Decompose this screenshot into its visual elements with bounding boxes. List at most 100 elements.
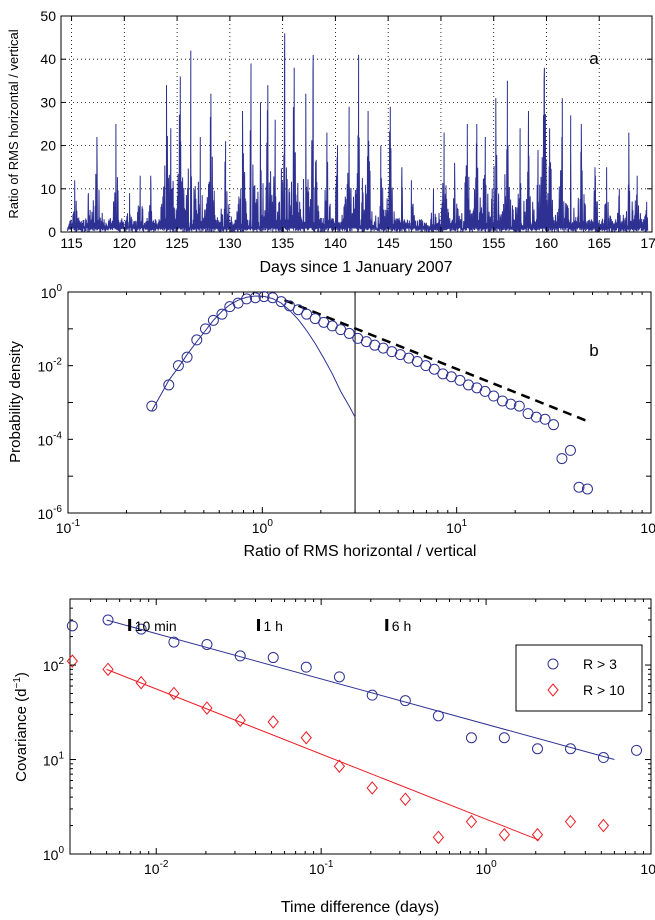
panel-b-y-tick-label: 10-4 xyxy=(38,430,63,448)
panel-c-point-r10 xyxy=(300,730,312,745)
panel-c-legend-box xyxy=(515,644,643,712)
panel-c-point-r10 xyxy=(267,715,279,729)
panel-a-x-tick-label: 120 xyxy=(113,235,137,251)
panel-a-x-tick-label: 140 xyxy=(324,235,348,251)
panel-a-frame xyxy=(60,15,653,233)
panel-a-ticks: 115 120 125 130 135 140 145 150 155 160 165 170 0 10 2… xyxy=(40,8,655,251)
panel-b-point xyxy=(539,413,551,425)
panel-b-x-tick-label: 101 xyxy=(446,518,468,536)
panel-c-ticks: 10-2 10-1 100 101 100 101 102 xyxy=(43,598,655,877)
panel-a-x-tick-label: 125 xyxy=(165,235,189,251)
panel-a-y-tick-label: 0 xyxy=(48,224,56,240)
panel-a-x-tick-label: 160 xyxy=(535,235,559,251)
panel-a-x-tick-label: 170 xyxy=(640,235,655,251)
panel-c-point-r10 xyxy=(102,662,114,677)
panel-c-time-label: 6 h xyxy=(392,618,411,634)
panel-a-y-tick-label: 20 xyxy=(40,138,56,154)
panel-b-point xyxy=(505,398,517,410)
panel-b-point xyxy=(241,293,253,305)
panel-c-point-r3 xyxy=(234,650,246,662)
panel-c-point-r10 xyxy=(135,675,147,690)
panel-c-y-tick-label: 101 xyxy=(43,751,65,769)
legend-label-r3: R > 3 xyxy=(583,656,617,672)
panel-b-point xyxy=(581,483,593,495)
panel-b-point xyxy=(548,419,560,431)
panel-c-point-r3 xyxy=(267,652,279,664)
panel-c-fit-r3 xyxy=(106,619,615,761)
panel-c-point-r10 xyxy=(234,713,246,728)
panel-a-x-tick-label: 145 xyxy=(376,235,400,251)
panel-c-point-r10 xyxy=(168,686,180,701)
panel-b-x-tick-label: 10-1 xyxy=(56,518,81,536)
panel-c-y-axis-label: Covariance (d−1) xyxy=(12,672,30,782)
panel-a-x-tick-label: 155 xyxy=(482,235,506,251)
panel-c-point-r3 xyxy=(564,743,576,755)
panel-b-model-curve xyxy=(151,295,356,418)
panel-c-time-label: 1 h xyxy=(264,618,283,634)
panel-c-point-r10 xyxy=(564,814,577,829)
panel-b-point xyxy=(207,314,219,326)
panel-b-point xyxy=(573,481,585,493)
panel-a-y-tick-label: 50 xyxy=(40,8,56,24)
panel-b-point xyxy=(191,334,203,346)
panel-c-point-r3 xyxy=(597,752,609,764)
panel-b-point xyxy=(301,308,313,320)
panel-b-ticks: 10-1 100 101 102 10-6 10-4 10-2 100 xyxy=(38,283,655,536)
panel-a-y-tick-label: 40 xyxy=(40,51,56,67)
panel-c-point-r10 xyxy=(201,701,213,715)
panel-a-x-tick-label: 165 xyxy=(588,235,612,251)
panel-b-point xyxy=(488,390,500,402)
panel-a-label: a xyxy=(589,49,599,68)
panel-a: 115 120 125 130 135 140 145 150 155 160 165 170 0 10 2… xyxy=(6,8,655,276)
panel-b-point xyxy=(462,379,474,391)
panel-c-point-r3 xyxy=(432,710,444,722)
panel-b-point xyxy=(343,327,355,339)
panel-c-time-annotations: 10 min 1 h 6 h xyxy=(128,618,411,634)
panel-c-fit-r10 xyxy=(106,668,540,841)
panel-b-x-axis-label: Ratio of RMS horizontal / vertical xyxy=(244,543,477,560)
panel-c-y-tick-label: 100 xyxy=(43,845,65,863)
panel-c-y-unit-exp: −1 xyxy=(12,677,23,689)
panel-c-point-r3 xyxy=(201,638,213,650)
panel-b-point xyxy=(411,355,423,367)
panel-b-point xyxy=(479,385,491,397)
panel-c-point-r3 xyxy=(531,743,543,755)
panel-c-point-r3 xyxy=(498,732,510,744)
panel-c-x-tick-label: 10-1 xyxy=(309,859,334,877)
panel-b-point xyxy=(556,453,568,465)
panel-c-point-r3 xyxy=(366,689,378,701)
panel-b-point xyxy=(292,304,304,316)
panel-c-point-r10 xyxy=(597,818,610,833)
panel-b-point xyxy=(163,379,175,391)
panel-b-y-axis-label: Probability density xyxy=(7,341,24,463)
panel-c-point-r3 xyxy=(631,744,643,756)
panel-c-point-r3 xyxy=(300,661,312,673)
panel-c-frame xyxy=(69,598,652,855)
panel-b: 10-1 100 101 102 10-6 10-4 10-2 100 b Ratio of … xyxy=(7,283,655,560)
panel-c-point-r10 xyxy=(465,814,478,829)
panel-b-data-points xyxy=(146,291,593,495)
panel-c-point-r10 xyxy=(66,654,78,668)
panel-b-point xyxy=(146,400,158,412)
panel-c-point-r10 xyxy=(498,827,510,842)
panel-c-data-points xyxy=(66,614,643,845)
panel-c-point-r10 xyxy=(366,781,378,795)
panel-a-x-tick-label: 130 xyxy=(218,235,242,251)
panel-a-x-axis-label: Days since 1 January 2007 xyxy=(260,259,453,276)
panel-c-point-r10 xyxy=(333,759,346,773)
panel-c-y-tick-label: 102 xyxy=(43,656,65,674)
panel-b-point xyxy=(216,308,228,320)
panel-b-point xyxy=(454,374,466,386)
panel-b-point xyxy=(172,360,184,372)
legend-marker-r10 xyxy=(547,683,559,697)
panel-b-point xyxy=(258,291,270,303)
panel-c-point-r3 xyxy=(135,623,147,635)
panel-b-y-tick-label: 100 xyxy=(41,283,63,301)
panel-c-point-r3 xyxy=(333,671,345,683)
panel-b-point xyxy=(428,363,440,375)
panel-c-point-r3 xyxy=(66,620,78,632)
panel-b-point xyxy=(513,400,525,412)
panel-c-point-r3 xyxy=(399,695,411,707)
